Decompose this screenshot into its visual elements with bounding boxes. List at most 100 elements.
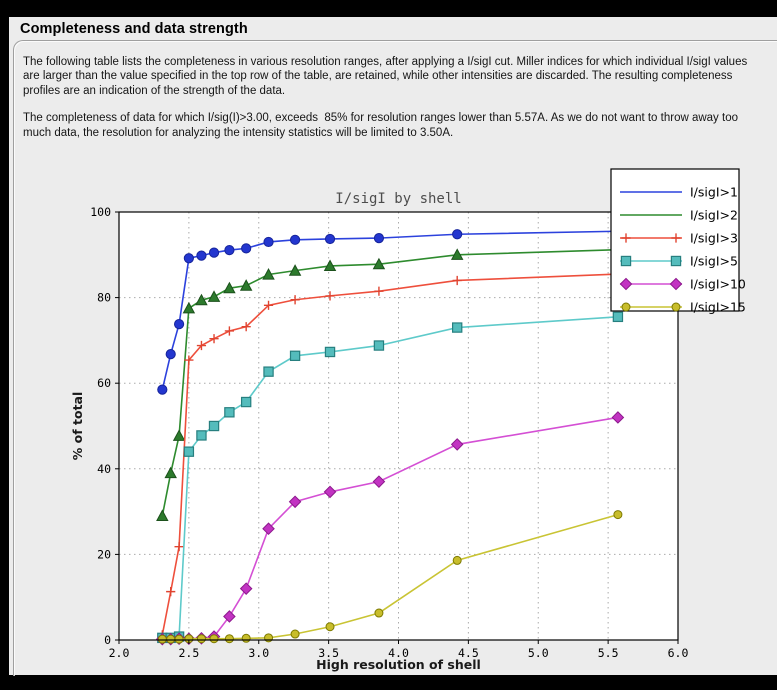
data-point-marker [619,277,633,291]
data-point-marker [208,420,220,432]
data-point-marker [172,429,186,441]
x-axis-label: High resolution of shell [316,657,481,672]
data-point-marker [157,384,168,395]
data-point-marker [324,346,336,358]
series-line-2 [161,248,618,517]
y-tick-label: 0 [104,633,111,647]
y-axis-label: % of total [70,392,85,461]
y-tick-label: 60 [97,376,111,390]
data-point-marker [223,610,236,623]
data-point-marker [183,253,194,264]
data-point-marker [450,438,464,451]
data-point-marker [669,277,683,291]
legend-label: I/sigI>10 [690,277,746,292]
data-point-marker [208,247,220,258]
data-point-marker [670,255,682,267]
data-point-marker [240,396,252,408]
x-tick-label: 5.5 [598,646,619,660]
data-point-marker [241,243,252,254]
data-point-marker [290,295,300,305]
series-line-3 [161,273,618,636]
y-tick-label: 40 [97,462,111,476]
data-point-marker [182,301,196,314]
data-point-marker [289,234,301,245]
data-point-marker [611,411,625,424]
data-point-marker [373,233,385,244]
data-point-marker [224,407,235,418]
legend-label: I/sigI>5 [690,254,738,269]
data-point-marker [263,236,274,248]
x-tick-label: 5.0 [528,646,549,660]
data-point-marker [224,634,234,644]
data-point-marker [207,290,221,302]
isigi-by-shell-chart: 2.0 2.5 3.0 3.5 4.0 4.5 5.0 5.5 6.0 0 20 40 60 80 100 I… [60,161,775,676]
data-point-marker [173,319,185,330]
series-line-4 [162,316,618,639]
data-point-marker [241,633,251,643]
data-point-marker [263,300,274,310]
data-point-marker [164,466,177,479]
data-point-marker [450,248,464,260]
data-point-marker [156,509,169,521]
data-point-marker [372,257,386,270]
data-point-marker [209,634,219,644]
data-point-marker [452,555,462,565]
data-point-marker [196,430,207,441]
legend-label: I/sigI>15 [690,300,746,315]
data-point-marker [452,275,462,286]
x-tick-label: 4.5 [458,646,479,660]
data-point-marker [166,587,176,597]
data-point-marker [224,326,235,336]
page-title: Completeness and data strength [20,21,248,37]
data-point-marker [224,244,235,256]
data-point-marker [263,366,274,377]
data-point-marker [239,582,253,595]
data-point-marker [174,634,184,644]
plot-area [119,212,678,640]
data-point-marker [289,350,301,362]
data-point-marker [183,446,195,457]
y-tick-label: 80 [97,291,111,305]
data-point-marker [196,634,206,644]
data-point-marker [157,634,167,644]
data-point-marker [612,311,624,323]
data-point-marker [324,233,336,245]
legend-label: I/sigI>3 [690,231,738,246]
data-point-marker [374,286,384,296]
data-point-marker [288,495,302,509]
chart-title: I/sigI by shell [335,191,461,207]
chart-canvas: 2.0 2.5 3.0 3.5 4.0 4.5 5.0 5.5 6.0 0 20 40 60 80 100 I… [70,168,746,672]
data-point-marker [195,293,208,306]
data-point-marker [620,255,632,267]
data-point-marker [325,622,335,632]
x-tick-label: 3.5 [318,646,339,660]
series-line-1 [161,230,618,390]
legend-label: I/sigI>1 [690,185,738,200]
x-tick-label: 4.0 [388,646,409,660]
data-point-marker [452,229,463,240]
data-point-marker [196,250,207,261]
data-point-marker [323,485,337,499]
data-point-marker [671,302,681,312]
description-text: The following table lists the completene… [14,41,763,140]
legend-label: I/sigI>2 [690,208,738,223]
data-point-marker [451,322,463,333]
data-point-marker [241,322,251,332]
y-tick-label: 100 [90,205,111,219]
data-point-marker [288,264,302,276]
data-point-marker [325,291,335,301]
data-point-marker [323,259,337,272]
paragraph-resolution-cut: The completeness of data for which I/sig… [23,112,742,139]
data-point-marker [374,608,384,618]
data-point-marker [174,542,184,552]
data-point-marker [184,355,194,365]
data-point-marker [239,279,253,291]
data-point-marker [290,629,300,639]
data-point-marker [262,268,275,280]
x-tick-label: 2.5 [178,646,199,660]
y-tick-label: 20 [97,547,111,561]
report-panel: The following table lists the completene… [13,40,777,676]
data-point-marker [209,334,219,344]
data-point-marker [223,281,236,294]
